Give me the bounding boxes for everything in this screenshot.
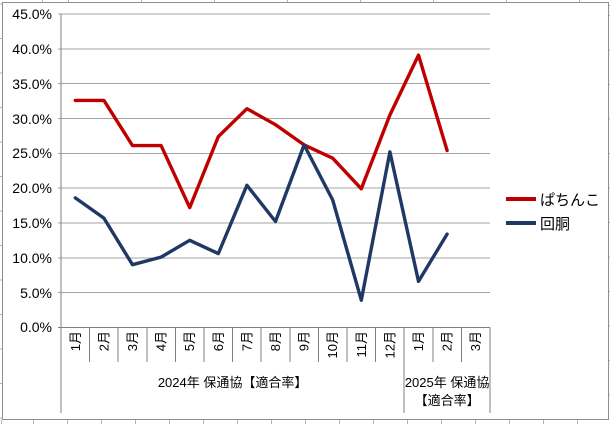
legend-item-kaidou: 回胴: [506, 211, 600, 235]
legend-swatch-pachinko: [506, 197, 536, 201]
y-axis-label: 0.0%: [20, 319, 52, 336]
x-axis-label: 7月: [239, 331, 255, 352]
x-axis-label: 12月: [382, 331, 398, 359]
x-axis-label: 9月: [296, 331, 312, 352]
legend-label: ぱちんこ: [540, 191, 601, 209]
x-axis-label: 2月: [96, 331, 112, 352]
x-axis-label: 3月: [125, 331, 140, 352]
x-axis-label: 11月: [353, 331, 369, 358]
x-axis-label: 1月: [67, 331, 83, 352]
axis-group-label-2025: 2025年 保通協【適合率】: [404, 375, 490, 408]
legend: ぱちんこ 回胴: [506, 187, 600, 235]
x-axis-label: 8月: [268, 331, 283, 352]
y-axis-label: 10.0%: [12, 249, 52, 266]
y-axis-label: 25.0%: [12, 145, 52, 162]
x-axis-label: 2月: [439, 331, 455, 352]
y-axis-label: 40.0%: [12, 40, 52, 57]
legend-item-pachinko: ぱちんこ: [506, 187, 600, 211]
x-axis-label: 3月: [468, 331, 484, 352]
legend-label: 回胴: [540, 215, 571, 233]
series-line-pachinko: [73, 53, 449, 210]
legend-swatch-kaidou: [506, 221, 536, 225]
x-axis-label: 4月: [153, 331, 169, 352]
x-axis-label: 10月: [325, 331, 341, 359]
axis-group-label-2024: 2024年 保通協【適合率】: [157, 375, 308, 390]
y-axis-label: 20.0%: [12, 180, 52, 197]
y-axis-label: 35.0%: [12, 75, 52, 92]
x-axis-label: 1月: [411, 331, 426, 352]
y-axis-label: 5.0%: [20, 284, 52, 301]
y-axis-label: 45.0%: [12, 6, 52, 22]
series-line-kaidou: [73, 143, 449, 302]
y-axis-label: 30.0%: [12, 110, 52, 127]
y-axis-label: 15.0%: [12, 214, 52, 231]
x-axis-label: 6月: [210, 331, 226, 352]
x-axis-label: 5月: [182, 331, 198, 352]
